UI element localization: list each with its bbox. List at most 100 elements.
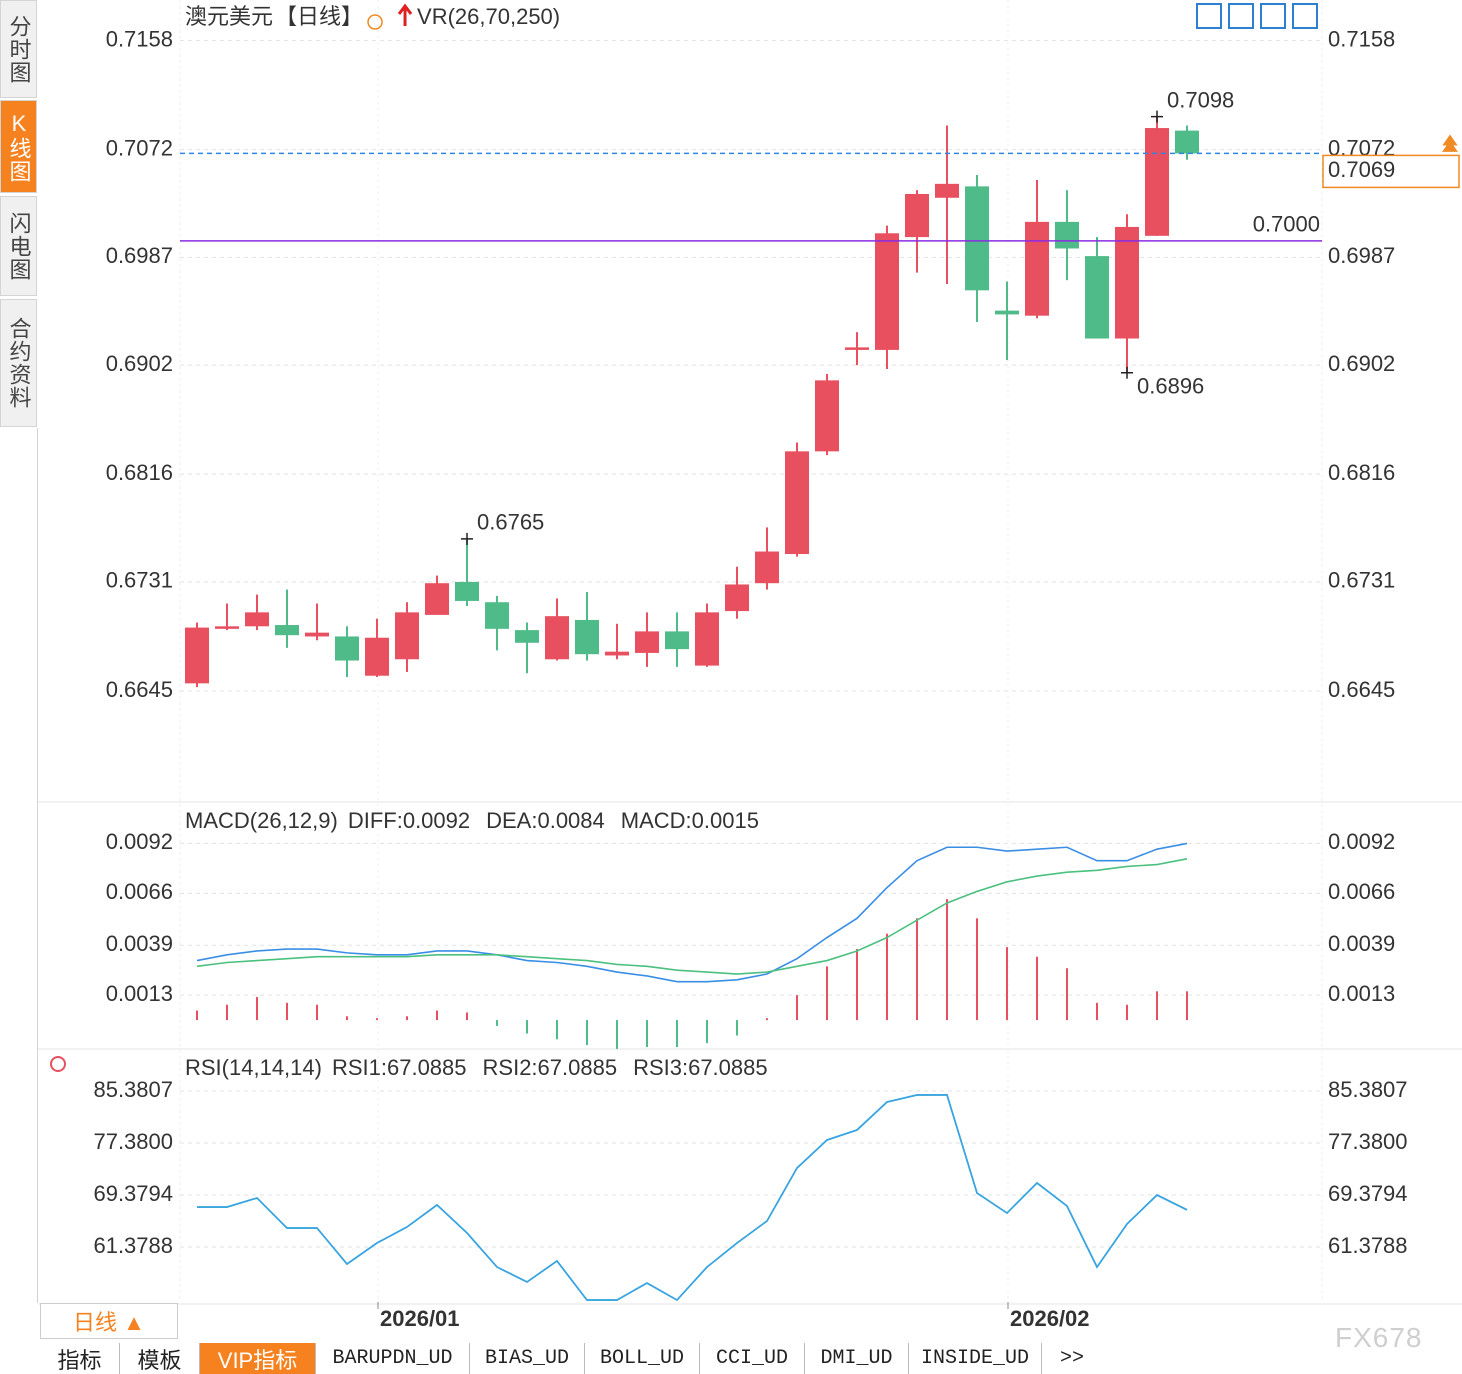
current-price-label: 0.7069 (1328, 157, 1395, 182)
y-tick-label-right: 77.3800 (1328, 1129, 1408, 1154)
candle-body (275, 625, 299, 636)
candle-body (185, 627, 209, 684)
bottom-tab[interactable]: BIAS_UD (470, 1343, 585, 1374)
bottom-tab[interactable]: BARUPDN_UD (316, 1343, 470, 1374)
candle-body (875, 233, 899, 350)
panel-title: MACD(26,12,9) (185, 808, 338, 833)
y-tick-label-right: 0.0013 (1328, 981, 1395, 1006)
zoom-icon (367, 14, 383, 30)
candle-body (785, 451, 809, 555)
candle-body (815, 380, 839, 452)
y-tick-label-right: 0.0092 (1328, 829, 1395, 854)
x-tick-label: 2026/02 (1010, 1306, 1090, 1331)
chart-title: 澳元美元 (185, 4, 273, 29)
candle-body (965, 186, 989, 291)
y-tick-label: 0.6645 (106, 677, 173, 702)
y-tick-label: 0.0066 (106, 879, 173, 904)
sidebar-tab[interactable]: 分时图 (0, 0, 37, 98)
extreme-marker (461, 532, 473, 545)
sidebar-tab[interactable]: 闪电图 (0, 196, 37, 296)
indicator-line (196, 842, 1188, 983)
indicator-line (197, 1094, 1188, 1302)
panel-title: RSI(14,14,14) (185, 1055, 322, 1080)
candle-body (905, 193, 929, 238)
sidebar-tab[interactable]: 合约资料 (0, 299, 37, 427)
y-tick-label-right: 0.7158 (1328, 26, 1395, 51)
y-tick-label: 0.0013 (106, 981, 173, 1006)
sidebar-tab[interactable]: K线图 (0, 100, 37, 193)
candle-body (605, 651, 629, 656)
candle-body (305, 632, 329, 637)
bottom-tab[interactable]: BOLL_UD (585, 1343, 700, 1374)
bottom-tab[interactable]: DMI_UD (805, 1343, 909, 1374)
x-tick-label: 2026/01 (380, 1306, 460, 1331)
sidebar-fill (0, 428, 38, 1303)
candle-body (995, 310, 1019, 315)
indicator-line (196, 857, 1188, 975)
y-tick-label-right: 85.3807 (1328, 1077, 1408, 1102)
toolbar-icon[interactable] (1228, 3, 1254, 29)
bottom-tab[interactable]: 模板 (120, 1343, 200, 1374)
candle-body (1145, 128, 1169, 236)
candle-body (485, 602, 509, 629)
y-tick-label: 61.3788 (93, 1233, 173, 1258)
y-tick-label: 0.0039 (106, 931, 173, 956)
candle-body (1175, 130, 1199, 154)
y-tick-label: 0.7158 (106, 26, 173, 51)
candle-body (695, 612, 719, 666)
more-tabs[interactable]: >> (1059, 1347, 1084, 1370)
y-tick-label-right: 0.0039 (1328, 931, 1395, 956)
candle-body (455, 581, 479, 601)
candle-body (1085, 256, 1109, 339)
extreme-marker (1151, 110, 1163, 123)
toolbar-icon[interactable] (1292, 3, 1318, 29)
candle-body (635, 631, 659, 653)
settings-icon (50, 1056, 66, 1072)
bottom-tab[interactable]: VIP指标 (200, 1343, 316, 1374)
candle-body (1115, 226, 1139, 339)
candle-body (1055, 221, 1079, 249)
level-label: 0.7000 (1253, 212, 1320, 237)
y-tick-label: 0.6987 (106, 243, 173, 268)
legend-entry: DEA:0.0084 (486, 808, 605, 833)
legend-entry: MACD:0.0015 (621, 808, 759, 833)
toolbar-icon[interactable] (1260, 3, 1286, 29)
toolbar-icon[interactable] (1196, 3, 1222, 29)
indicator-arrow (397, 3, 413, 26)
candle-body (725, 584, 749, 612)
y-tick-label-right: 69.3794 (1328, 1181, 1408, 1206)
y-tick-label-right: 0.6645 (1328, 677, 1395, 702)
y-tick-label: 69.3794 (93, 1181, 173, 1206)
y-tick-label-right: 0.0066 (1328, 879, 1395, 904)
candle-body (935, 183, 959, 198)
y-tick-label: 0.6816 (106, 460, 173, 485)
bottom-tab[interactable]: CCI_UD (700, 1343, 805, 1374)
candle-body (665, 631, 689, 650)
candle-body (515, 630, 539, 643)
period-button[interactable]: 日线 ▲ (40, 1303, 178, 1339)
y-tick-label-right: 0.6816 (1328, 460, 1395, 485)
candle-body (215, 626, 239, 629)
candle-body (395, 612, 419, 660)
candle-body (845, 347, 869, 350)
candle-body (425, 583, 449, 615)
indicator-line (197, 1094, 1188, 1302)
bottom-tab[interactable]: 指标 (40, 1343, 120, 1374)
watermark: FX678 (1335, 1322, 1423, 1353)
candle-body (245, 612, 269, 627)
y-tick-label: 77.3800 (93, 1129, 173, 1154)
y-tick-label: 0.7072 (106, 135, 173, 160)
y-tick-label-right: 61.3788 (1328, 1233, 1408, 1258)
y-tick-label-right: 0.6987 (1328, 243, 1395, 268)
y-tick-label-right: 0.6902 (1328, 351, 1395, 376)
indicator-line (197, 1094, 1188, 1302)
legend-entry: RSI1:67.0885 (332, 1055, 467, 1080)
extreme-marker (1121, 366, 1133, 379)
extreme-label: 0.7098 (1167, 87, 1234, 112)
candle-body (545, 616, 569, 660)
current-price-arrow (1442, 134, 1458, 152)
y-tick-label: 0.6731 (106, 568, 173, 593)
bottom-tab[interactable]: INSIDE_UD (909, 1343, 1042, 1374)
legend-entry: DIFF:0.0092 (348, 808, 470, 833)
